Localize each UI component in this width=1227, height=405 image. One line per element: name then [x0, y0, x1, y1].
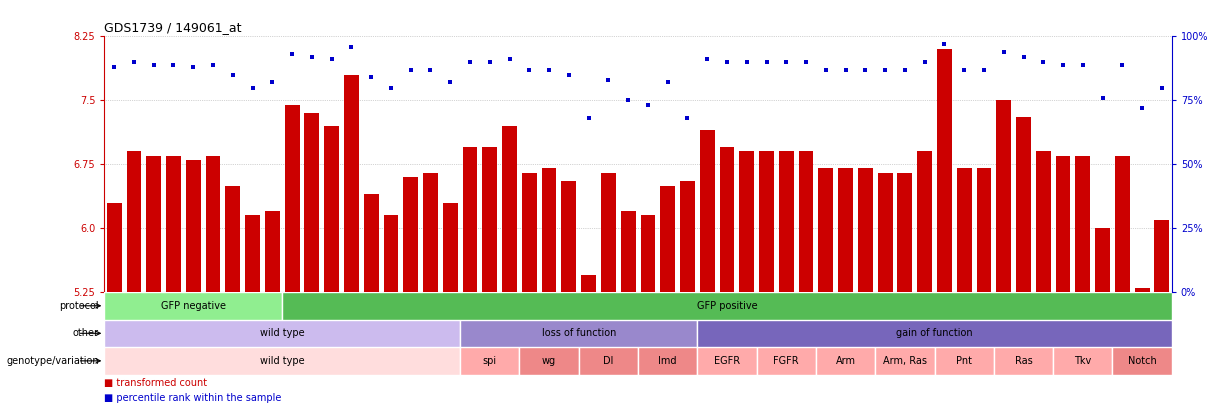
Text: gain of function: gain of function: [896, 328, 973, 338]
Bar: [918, 151, 933, 405]
Bar: [779, 151, 794, 405]
Bar: [1053, 347, 1113, 375]
Bar: [146, 156, 161, 405]
Bar: [304, 113, 319, 405]
Text: wild type: wild type: [260, 328, 304, 338]
Bar: [740, 151, 755, 405]
Bar: [621, 211, 636, 405]
Text: other: other: [72, 328, 99, 338]
Bar: [443, 202, 458, 405]
Bar: [226, 185, 240, 405]
Bar: [282, 292, 1172, 320]
Text: FGFR: FGFR: [773, 356, 799, 366]
Bar: [818, 168, 833, 405]
Bar: [1016, 117, 1031, 405]
Bar: [1115, 156, 1130, 405]
Bar: [324, 126, 339, 405]
Bar: [185, 160, 201, 405]
Bar: [519, 347, 579, 375]
Bar: [460, 320, 697, 347]
Bar: [104, 347, 460, 375]
Text: Pnt: Pnt: [956, 356, 972, 366]
Bar: [126, 151, 141, 405]
Bar: [601, 173, 616, 405]
Text: GFP positive: GFP positive: [697, 301, 757, 311]
Bar: [877, 173, 892, 405]
Bar: [957, 168, 972, 405]
Bar: [1036, 151, 1050, 405]
Bar: [994, 347, 1053, 375]
Bar: [697, 320, 1172, 347]
Bar: [935, 347, 994, 375]
Text: ■ percentile rank within the sample: ■ percentile rank within the sample: [104, 393, 282, 403]
Bar: [582, 275, 596, 405]
Bar: [104, 292, 282, 320]
Bar: [816, 347, 875, 375]
Bar: [1113, 347, 1172, 375]
Bar: [660, 185, 675, 405]
Bar: [1155, 220, 1169, 405]
Text: ■ transformed count: ■ transformed count: [104, 378, 207, 388]
Bar: [404, 177, 418, 405]
Bar: [640, 215, 655, 405]
Bar: [875, 347, 935, 375]
Bar: [562, 181, 577, 405]
Bar: [104, 320, 460, 347]
Text: Arm, Ras: Arm, Ras: [883, 356, 926, 366]
Bar: [697, 347, 757, 375]
Text: wild type: wild type: [260, 356, 304, 366]
Bar: [206, 156, 221, 405]
Bar: [1075, 156, 1091, 405]
Text: Arm: Arm: [836, 356, 855, 366]
Bar: [107, 202, 121, 405]
Text: wg: wg: [542, 356, 556, 366]
Bar: [638, 347, 697, 375]
Bar: [579, 347, 638, 375]
Bar: [757, 347, 816, 375]
Bar: [858, 168, 872, 405]
Text: protocol: protocol: [59, 301, 99, 311]
Bar: [937, 49, 952, 405]
Bar: [265, 211, 280, 405]
Bar: [245, 215, 260, 405]
Bar: [482, 147, 497, 405]
Bar: [463, 147, 477, 405]
Bar: [344, 75, 358, 405]
Text: GFP negative: GFP negative: [161, 301, 226, 311]
Bar: [166, 156, 180, 405]
Text: loss of function: loss of function: [541, 328, 616, 338]
Bar: [521, 173, 536, 405]
Bar: [1055, 156, 1070, 405]
Text: GDS1739 / 149061_at: GDS1739 / 149061_at: [104, 21, 242, 34]
Bar: [423, 173, 438, 405]
Bar: [760, 151, 774, 405]
Bar: [838, 168, 853, 405]
Text: genotype/variation: genotype/variation: [6, 356, 99, 366]
Bar: [460, 347, 519, 375]
Bar: [799, 151, 814, 405]
Bar: [680, 181, 694, 405]
Text: EGFR: EGFR: [714, 356, 740, 366]
Bar: [1096, 228, 1110, 405]
Text: Tkv: Tkv: [1074, 356, 1092, 366]
Bar: [502, 126, 517, 405]
Text: Dl: Dl: [604, 356, 614, 366]
Bar: [1135, 288, 1150, 405]
Text: Imd: Imd: [659, 356, 677, 366]
Bar: [977, 168, 991, 405]
Bar: [541, 168, 557, 405]
Text: spi: spi: [482, 356, 497, 366]
Bar: [363, 194, 379, 405]
Text: Notch: Notch: [1128, 356, 1157, 366]
Bar: [384, 215, 399, 405]
Text: Ras: Ras: [1015, 356, 1032, 366]
Bar: [719, 147, 735, 405]
Bar: [285, 104, 299, 405]
Bar: [699, 130, 714, 405]
Bar: [996, 100, 1011, 405]
Bar: [897, 173, 913, 405]
